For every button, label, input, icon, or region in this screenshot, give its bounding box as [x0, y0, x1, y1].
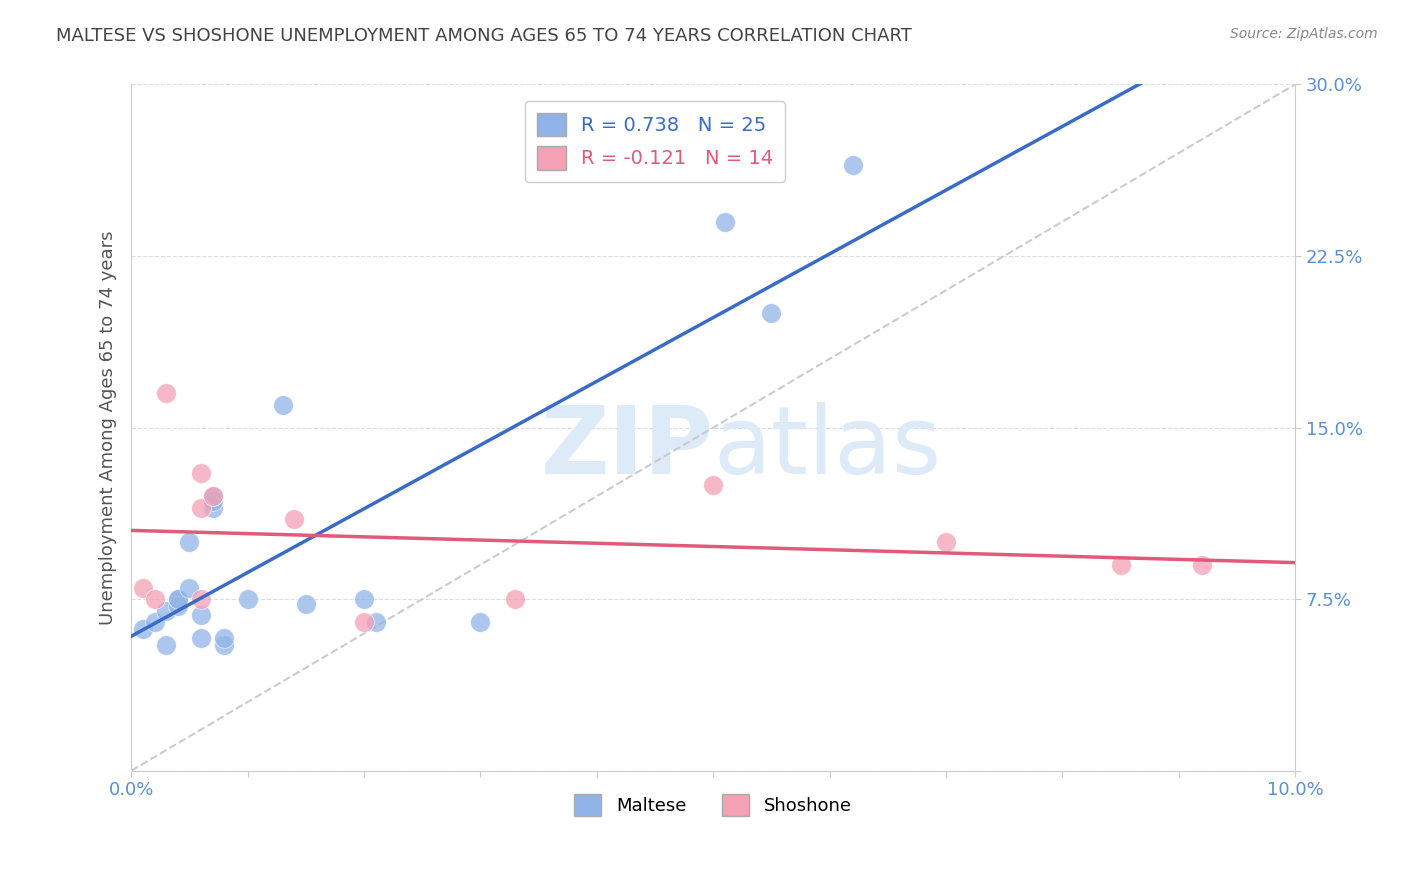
Point — [155, 386, 177, 401]
Point — [271, 398, 294, 412]
Point — [179, 581, 201, 595]
Point — [214, 638, 236, 652]
Point — [201, 500, 224, 515]
Point — [201, 489, 224, 503]
Point — [470, 615, 492, 629]
Point — [842, 157, 865, 171]
Point — [132, 622, 155, 636]
Point — [1191, 558, 1213, 572]
Point — [935, 535, 957, 549]
Point — [166, 592, 188, 607]
Point — [166, 599, 188, 613]
Point — [702, 477, 724, 491]
Point — [190, 500, 212, 515]
Point — [143, 615, 166, 629]
Text: MALTESE VS SHOSHONE UNEMPLOYMENT AMONG AGES 65 TO 74 YEARS CORRELATION CHART: MALTESE VS SHOSHONE UNEMPLOYMENT AMONG A… — [56, 27, 912, 45]
Point — [166, 592, 188, 607]
Point — [761, 306, 783, 320]
Point — [283, 512, 305, 526]
Point — [1109, 558, 1132, 572]
Text: ZIP: ZIP — [540, 402, 713, 494]
Point — [190, 608, 212, 623]
Point — [364, 615, 387, 629]
Point — [714, 215, 737, 229]
Text: atlas: atlas — [713, 402, 942, 494]
Point — [353, 592, 375, 607]
Point — [201, 493, 224, 508]
Point — [505, 592, 527, 607]
Legend: Maltese, Shoshone: Maltese, Shoshone — [567, 787, 859, 823]
Text: Source: ZipAtlas.com: Source: ZipAtlas.com — [1230, 27, 1378, 41]
Point — [132, 581, 155, 595]
Point — [295, 597, 318, 611]
Point — [236, 592, 259, 607]
Point — [179, 535, 201, 549]
Point — [190, 631, 212, 645]
Point — [214, 631, 236, 645]
Point — [190, 467, 212, 481]
Point — [353, 615, 375, 629]
Point — [143, 592, 166, 607]
Y-axis label: Unemployment Among Ages 65 to 74 years: Unemployment Among Ages 65 to 74 years — [100, 230, 117, 624]
Point — [155, 603, 177, 617]
Point — [190, 592, 212, 607]
Point — [201, 489, 224, 503]
Point — [155, 638, 177, 652]
